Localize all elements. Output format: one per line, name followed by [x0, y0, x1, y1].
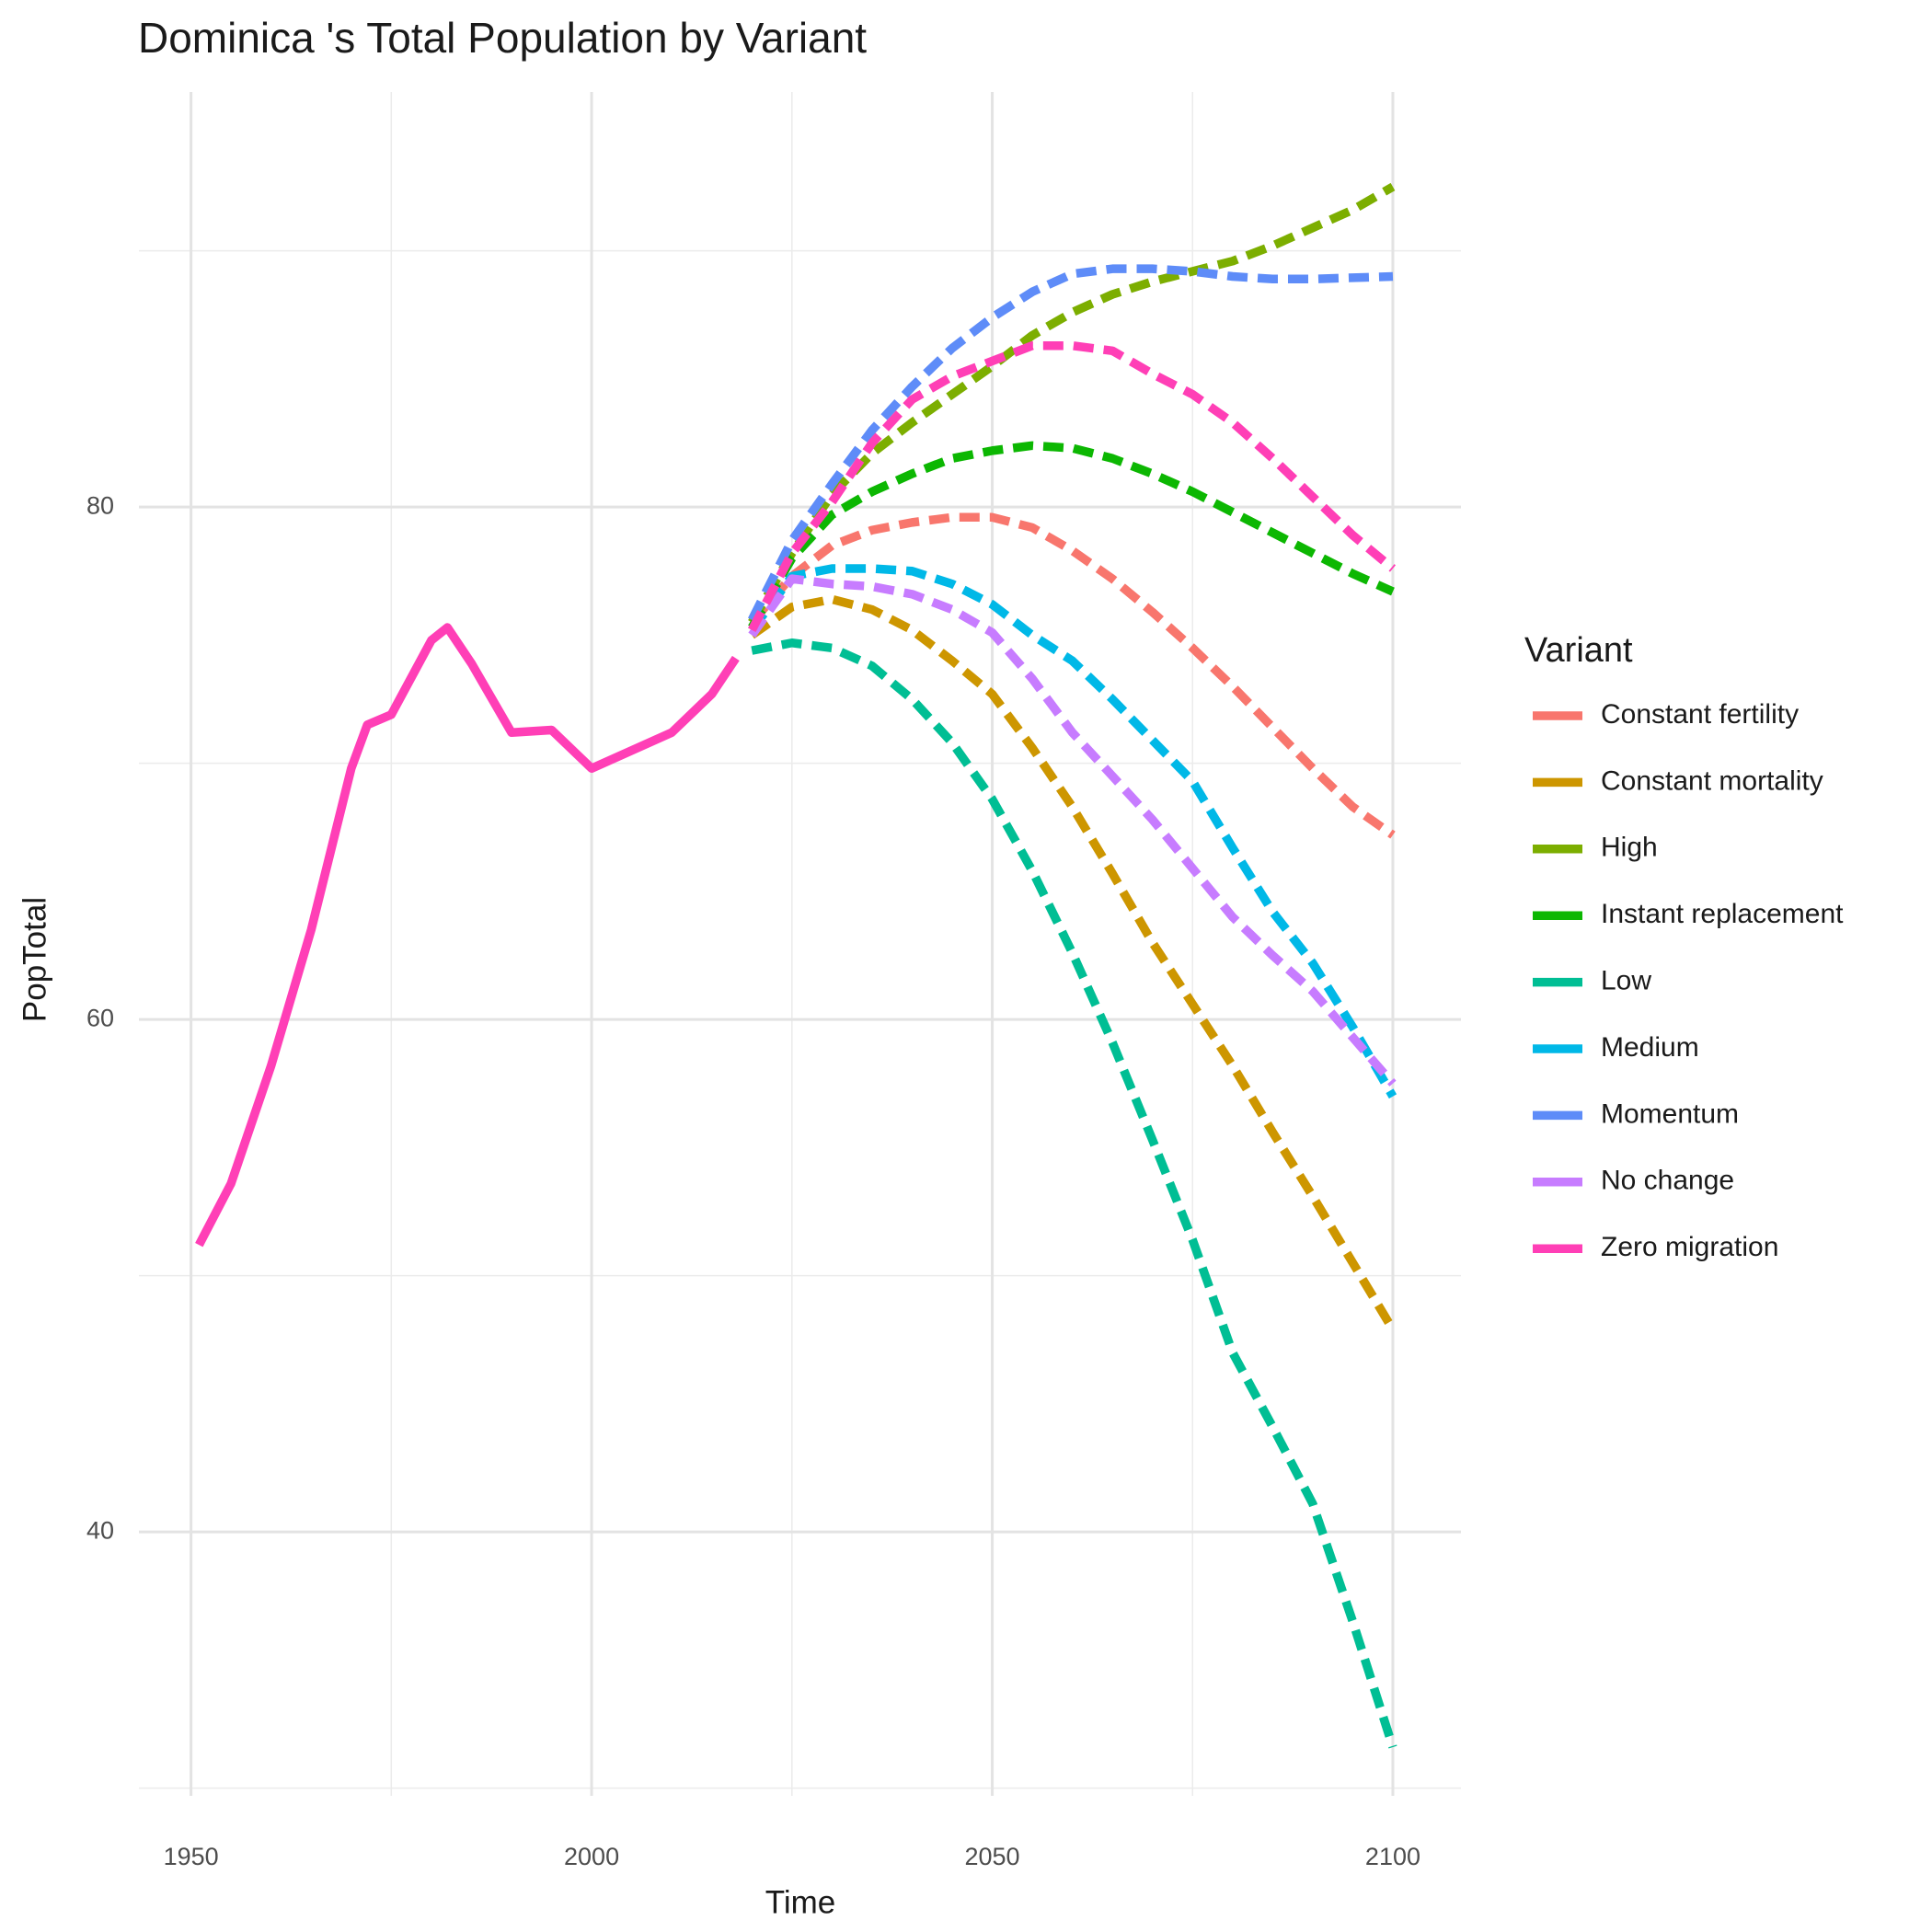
projection-line [748, 441, 1395, 630]
legend-title: Variant [1524, 631, 1633, 670]
x-tick-label: 2100 [1365, 1843, 1420, 1870]
legend-label: Instant replacement [1601, 899, 1844, 929]
projection-line [751, 638, 1397, 1749]
legend-label: Constant mortality [1601, 765, 1823, 796]
projection-line [748, 512, 1396, 839]
legend-label: Zero migration [1601, 1232, 1778, 1262]
y-tick-label: 60 [86, 1004, 114, 1031]
projection-line [748, 182, 1396, 625]
chart-title: Dominica 's Total Population by Variant [138, 14, 867, 62]
x-axis-title: Time [765, 1884, 835, 1920]
legend-label: Medium [1601, 1032, 1699, 1063]
x-tick-label: 2000 [564, 1843, 619, 1870]
legend-label: Constant fertility [1601, 699, 1799, 730]
legend-label: High [1601, 833, 1658, 863]
y-tick-label: 80 [86, 491, 114, 519]
y-axis-title: PopTotal [17, 897, 52, 1022]
legend-label: No change [1601, 1166, 1734, 1196]
history-line [195, 623, 740, 1248]
y-tick-label: 40 [86, 1516, 114, 1544]
projection-line [748, 340, 1397, 633]
x-tick-label: 1950 [164, 1843, 219, 1870]
legend-label: Momentum [1601, 1098, 1739, 1129]
legend-label: Low [1601, 966, 1651, 996]
projection-line [749, 594, 1397, 1332]
projection-line [748, 574, 1397, 1087]
projection-line [748, 564, 1397, 1099]
x-tick-label: 2050 [964, 1843, 1019, 1870]
